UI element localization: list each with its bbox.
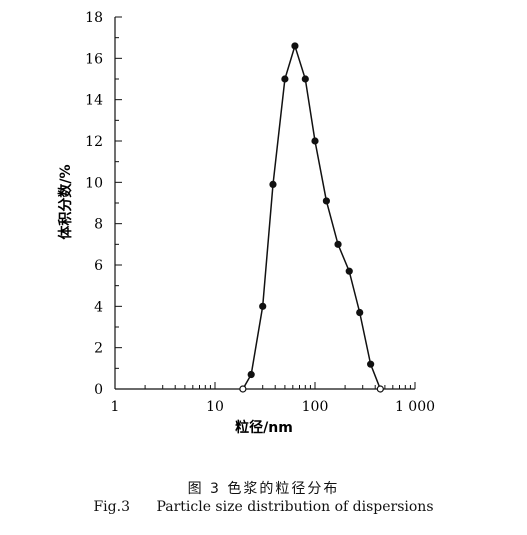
y-tick-label: 12 [85,134,103,150]
caption-figure-number: Fig.3 [93,499,130,515]
data-point [376,385,384,393]
x-tick-label: 100 [302,399,329,415]
x-tick-label: 10 [206,399,224,415]
x-tick-label: 1 000 [395,399,435,415]
data-point [334,240,342,248]
data-point [345,267,353,275]
y-tick-label: 2 [94,341,103,357]
x-axis-label: 粒径/nm [235,419,293,436]
data-point [281,75,289,83]
data-point [311,137,319,145]
axes [114,17,415,390]
series-line [242,43,381,390]
data-point [259,302,267,310]
data-point [239,385,247,393]
plot-area [239,42,384,393]
data-point [301,75,309,83]
y-tick-label: 18 [85,10,103,26]
data-point [247,370,255,379]
data-point [356,308,364,317]
data-point [322,197,330,205]
caption-english-text: Particle size distribution of dispersion… [156,499,434,515]
caption-chinese: 图 3 色浆的粒径分布 [187,481,340,497]
x-ticks: 1 10 100 1 000 [111,382,435,415]
y-axis-label: 体积分数/% [57,164,74,239]
y-tick-label: 6 [94,258,103,274]
data-point [367,360,375,368]
y-tick-label: 10 [85,175,103,191]
y-tick-label: 0 [94,382,103,398]
particle-size-chart: 1 10 100 1 000 0 2 4 6 8 10 12 14 16 18 粒径/nm 体积分数/% [57,10,435,436]
x-tick-label: 1 [111,399,120,415]
data-point [291,42,299,50]
y-tick-label: 4 [94,299,103,315]
y-ticks: 0 2 4 6 8 10 12 14 16 18 [85,10,122,398]
data-point [269,180,277,188]
y-tick-label: 8 [94,217,103,233]
y-tick-label: 14 [85,93,103,109]
caption-english: Fig.3 Particle size distribution of disp… [0,499,527,515]
y-tick-label: 16 [85,51,103,67]
